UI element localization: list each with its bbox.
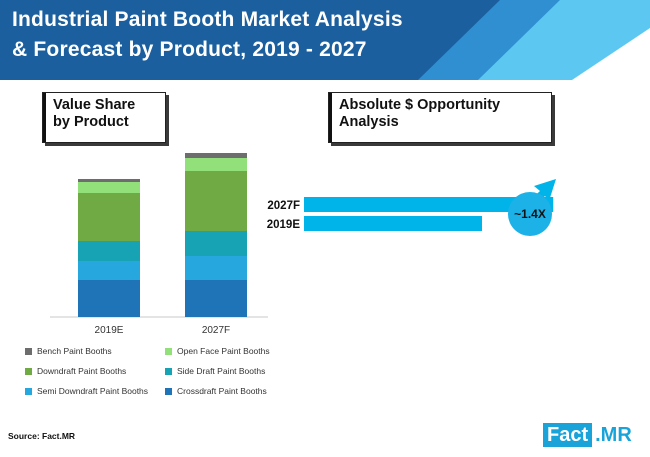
logo-fact-text: Fact xyxy=(543,423,593,447)
factmr-logo: Fact .MR xyxy=(543,423,632,447)
bar-segment-side-draft-paint-booths-2019e xyxy=(78,241,140,261)
chart-title-line-2: & Forecast by Product, 2019 - 2027 xyxy=(12,38,367,61)
absolute-opportunity-heading: Absolute $ Opportunity Analysis xyxy=(328,92,552,143)
legend-swatch xyxy=(165,368,172,375)
growth-multiplier-badge: ~1.4X xyxy=(508,192,552,236)
bar-segment-bench-paint-booths-2027f xyxy=(185,153,247,158)
bar-segment-downdraft-paint-booths-2019e xyxy=(78,193,140,241)
bar-segment-semi-downdraft-paint-booths-2019e xyxy=(78,261,140,280)
bar-segment-crossdraft-paint-booths-2019e xyxy=(78,280,140,317)
legend-swatch xyxy=(25,388,32,395)
legend-item-semi-downdraft-paint-booths: Semi Downdraft Paint Booths xyxy=(25,386,148,396)
opportunity-label-2027f: 2027F xyxy=(267,200,300,212)
bar-segment-downdraft-paint-booths-2027f xyxy=(185,171,247,231)
legend-swatch xyxy=(25,368,32,375)
bar-segment-semi-downdraft-paint-booths-2027f xyxy=(185,256,247,280)
legend-label: Downdraft Paint Booths xyxy=(37,366,127,376)
opportunity-label-2019e: 2019E xyxy=(267,219,301,231)
value-share-heading-line-2: by Product xyxy=(53,114,129,130)
heading-accent-bar xyxy=(43,93,46,142)
legend-label: Side Draft Paint Booths xyxy=(177,366,266,376)
legend-label: Open Face Paint Booths xyxy=(177,346,270,356)
value-share-heading-line-1: Value Share xyxy=(53,97,136,113)
bar-segment-side-draft-paint-booths-2027f xyxy=(185,231,247,256)
absolute-opportunity-heading-line-2: Analysis xyxy=(339,114,399,130)
absolute-opportunity-heading-line-1: Absolute $ Opportunity xyxy=(339,97,501,113)
bar-segment-crossdraft-paint-booths-2027f xyxy=(185,280,247,317)
bar-segment-bench-paint-booths-2019e xyxy=(78,179,140,182)
legend-item-crossdraft-paint-booths: Crossdraft Paint Booths xyxy=(165,386,267,396)
bar-segment-open-face-paint-booths-2019e xyxy=(78,182,140,193)
x-tick-label-2027f: 2027F xyxy=(202,325,230,336)
legend-swatch xyxy=(165,388,172,395)
source-note: Source: Fact.MR xyxy=(8,431,76,441)
x-tick-label-2019e: 2019E xyxy=(95,325,124,336)
legend-item-downdraft-paint-booths: Downdraft Paint Booths xyxy=(25,366,126,376)
bar-segment-open-face-paint-booths-2027f xyxy=(185,158,247,171)
banner-dark-shape xyxy=(0,0,500,80)
opportunity-bar-2027f xyxy=(304,197,554,212)
legend-label: Semi Downdraft Paint Booths xyxy=(37,386,149,396)
legend-label: Crossdraft Paint Booths xyxy=(177,386,267,396)
opportunity-bar-2019e xyxy=(304,216,482,231)
legend-item-bench-paint-booths: Bench Paint Booths xyxy=(25,346,112,356)
legend-item-side-draft-paint-booths: Side Draft Paint Booths xyxy=(165,366,265,376)
legend-swatch xyxy=(25,348,32,355)
legend-item-open-face-paint-booths: Open Face Paint Booths xyxy=(165,346,270,356)
legend-swatch xyxy=(165,348,172,355)
legend-label: Bench Paint Booths xyxy=(37,346,112,356)
chart-title-line-1: Industrial Paint Booth Market Analysis xyxy=(12,8,403,31)
heading-accent-bar xyxy=(329,93,332,142)
value-share-heading: Value Share by Product xyxy=(42,92,166,143)
title-banner xyxy=(0,0,650,80)
logo-mr-text: .MR xyxy=(595,424,632,446)
